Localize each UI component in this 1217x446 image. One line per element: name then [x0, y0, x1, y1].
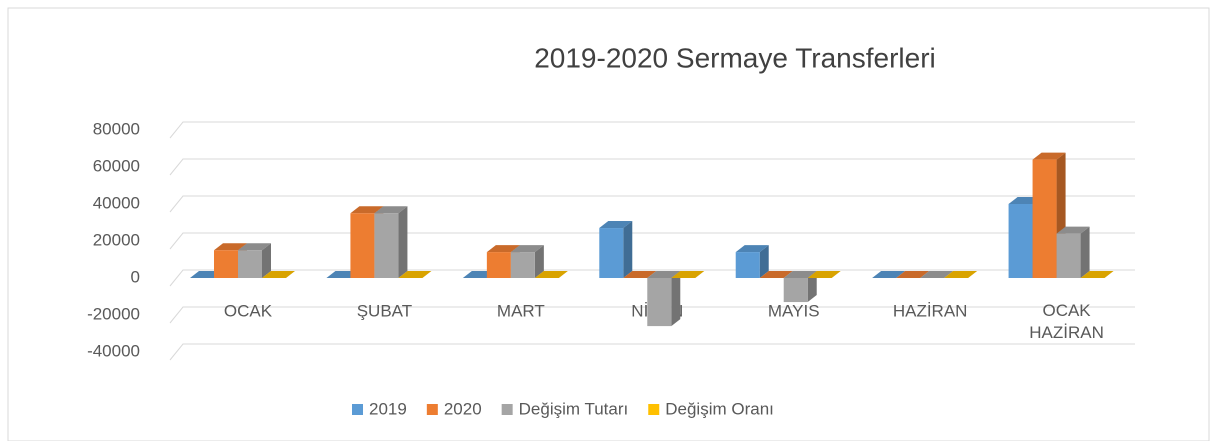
grid-line [169, 158, 1135, 176]
bar [350, 213, 375, 278]
y-tick-label: -20000 [87, 304, 140, 323]
x-tick-label-line: HAZİRAN [1029, 323, 1104, 342]
bar-side [398, 206, 408, 278]
grid-line [169, 121, 1135, 139]
bar-side [759, 245, 769, 278]
bar-top [735, 245, 769, 253]
bar-side [534, 245, 544, 278]
grid-line [169, 195, 1135, 213]
bar-top [350, 206, 384, 214]
y-tick-label: 40000 [93, 193, 140, 212]
bar-top [896, 271, 930, 278]
y-tick-label: -40000 [87, 341, 140, 360]
bar-side [1080, 226, 1090, 278]
x-tick-label: OCAK [224, 301, 273, 320]
bar [238, 250, 262, 278]
bar [374, 213, 399, 278]
bar [1008, 204, 1033, 278]
bar [599, 228, 624, 278]
bar-top [1056, 226, 1090, 234]
bar-side [671, 271, 681, 327]
bar-top [486, 245, 520, 253]
grid-line [169, 343, 1135, 361]
bar-top [647, 271, 681, 278]
x-tick-label: MART [497, 301, 545, 320]
bar-side [623, 221, 633, 278]
bar-top [374, 206, 408, 214]
x-tick-label: OCAK HAZİRAN [1029, 301, 1104, 342]
grid-line [169, 306, 1135, 324]
y-tick-label: 60000 [93, 156, 140, 175]
bar-top [398, 271, 432, 278]
bar-top [944, 271, 978, 278]
bar-top [510, 245, 544, 253]
bar [1056, 233, 1081, 278]
bar [1032, 159, 1057, 278]
bar [647, 278, 672, 327]
bar-top [214, 243, 247, 251]
bar-top [872, 271, 906, 278]
bar [510, 252, 535, 278]
bar-side [262, 243, 271, 278]
chart-title: 2019-2020 Sermaye Transferleri [534, 42, 936, 73]
bar-top [599, 221, 633, 229]
x-tick-label: ŞUBAT [357, 301, 412, 320]
legend-swatch [648, 404, 660, 415]
bar-top [759, 271, 793, 278]
bar-top [262, 271, 295, 278]
legend-label: 2019 [369, 399, 407, 418]
bar-top [783, 271, 817, 278]
legend-swatch [352, 404, 363, 415]
bar-top [807, 271, 841, 278]
grid-line [169, 232, 1135, 250]
x-tick-label-line: OCAK [1042, 301, 1091, 320]
x-tick-label: HAZİRAN [893, 301, 968, 320]
bar-top [671, 271, 705, 278]
bar [735, 252, 760, 278]
legend-swatch [501, 404, 513, 415]
bar-top [920, 271, 954, 278]
bar [783, 278, 808, 303]
y-tick-label: 0 [131, 267, 140, 286]
legend-label: Değişim Oranı [665, 399, 774, 418]
y-tick-label: 20000 [93, 230, 140, 249]
legend-swatch [426, 404, 438, 415]
bar-top [534, 271, 568, 278]
bar-top [1080, 271, 1114, 278]
legend-label: Değişim Tutarı [519, 399, 629, 418]
grid-line [169, 269, 1135, 287]
x-tick-label: MAYIS [768, 301, 820, 320]
y-tick-label: 80000 [93, 119, 140, 138]
bar-top [1032, 152, 1066, 160]
bar [486, 252, 511, 278]
bar-top [238, 243, 271, 251]
bar-side [807, 271, 817, 303]
bar [214, 250, 238, 278]
bar-top [623, 271, 657, 278]
legend-label: 2020 [444, 399, 482, 418]
